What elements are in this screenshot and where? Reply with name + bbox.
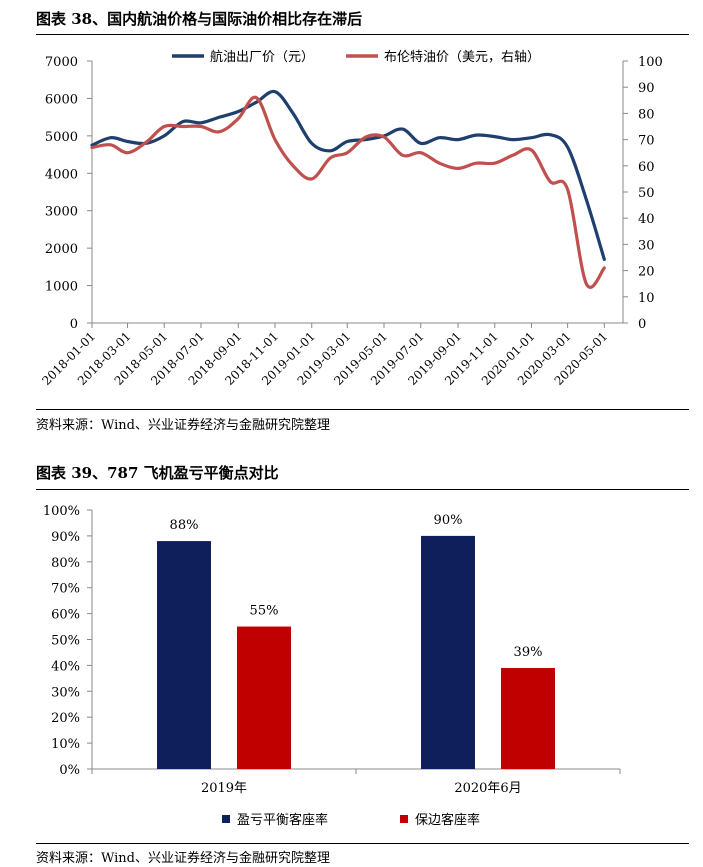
y-axis-tick-label: 40% — [51, 659, 80, 674]
left-axis-tick-label: 1000 — [45, 280, 78, 295]
chart1-top-rule — [36, 34, 689, 35]
right-axis-tick-label: 90 — [638, 81, 655, 96]
right-axis-tick-label: 40 — [638, 212, 655, 227]
right-axis-tick-label: 80 — [638, 107, 655, 122]
right-axis-tick-label: 70 — [638, 134, 655, 149]
right-axis-tick-label: 60 — [638, 160, 655, 175]
y-axis-tick-label: 80% — [51, 556, 80, 571]
legend-label-1: 航油出厂价（元） — [210, 49, 314, 65]
chart2-top-rule — [36, 489, 689, 490]
legend-label-2: 保边客座率 — [415, 812, 480, 828]
y-axis-tick-label: 30% — [51, 685, 80, 700]
chart2-source: 资料来源：Wind、兴业证券经济与金融研究院整理 — [36, 851, 330, 866]
legend-swatch-1 — [222, 815, 230, 823]
y-axis-tick-label: 90% — [51, 530, 80, 545]
bar-data-label: 90% — [434, 513, 463, 528]
chart2-bar-chart: 0% 10% 20% 30% 40% 50% 60% 70% 80% 90% 100% 2019年 88… — [43, 504, 621, 828]
left-axis-tick-label: 2000 — [45, 242, 78, 257]
y-axis-tick-label: 20% — [51, 711, 80, 726]
chart2-bottom-rule — [36, 843, 689, 844]
x-axis-category-label: 2019年 — [201, 781, 247, 796]
chart1-bottom-rule — [36, 409, 689, 410]
series-line-2 — [90, 95, 606, 289]
bar-data-label: 55% — [250, 604, 279, 619]
right-axis-tick-label: 30 — [638, 238, 655, 253]
y-axis-tick-label: 10% — [51, 737, 80, 752]
legend-swatch-2 — [400, 815, 408, 823]
y-axis-tick-label: 100% — [43, 504, 80, 519]
bar-series-2 — [501, 667, 555, 769]
y-axis-tick-label: 60% — [51, 608, 80, 623]
y-axis-tick-label: 70% — [51, 582, 80, 597]
left-axis-tick-label: 6000 — [45, 92, 78, 107]
right-axis-tick-label: 50 — [638, 186, 655, 201]
y-axis-tick-label: 50% — [51, 634, 80, 649]
chart1-line-chart: 0 1000 2000 3000 4000 5000 6000 7000 0 10 20 30 40 50… — [39, 49, 663, 388]
left-axis-tick-label: 0 — [70, 317, 78, 332]
chart2-heading: 图表 39、787 飞机盈亏平衡点对比 — [36, 464, 279, 482]
chart1-source: 资料来源：Wind、兴业证券经济与金融研究院整理 — [36, 418, 330, 433]
bar-data-label: 88% — [170, 518, 199, 533]
bar-series-1 — [157, 541, 211, 769]
bar-data-label: 39% — [514, 645, 543, 660]
chart1-heading: 图表 38、国内航油价格与国际油价相比存在滞后 — [36, 10, 363, 28]
bar-series-2 — [237, 626, 291, 769]
series-line-1 — [90, 89, 606, 261]
bar-series-1 — [421, 535, 475, 769]
left-axis-tick-label: 5000 — [45, 130, 78, 145]
right-axis-tick-label: 10 — [638, 291, 655, 306]
right-axis-tick-label: 100 — [638, 55, 663, 70]
legend-label-1: 盈亏平衡客座率 — [237, 812, 328, 828]
right-axis-tick-label: 20 — [638, 265, 655, 280]
left-axis-tick-label: 4000 — [45, 167, 78, 182]
legend-label-2: 布伦特油价（美元，右轴） — [384, 50, 540, 65]
y-axis-tick-label: 0% — [59, 763, 80, 778]
left-axis-tick-label: 7000 — [45, 55, 78, 70]
left-axis-tick-label: 3000 — [45, 205, 78, 220]
x-axis-category-label: 2020年6月 — [454, 781, 521, 796]
right-axis-tick-label: 0 — [638, 317, 646, 332]
